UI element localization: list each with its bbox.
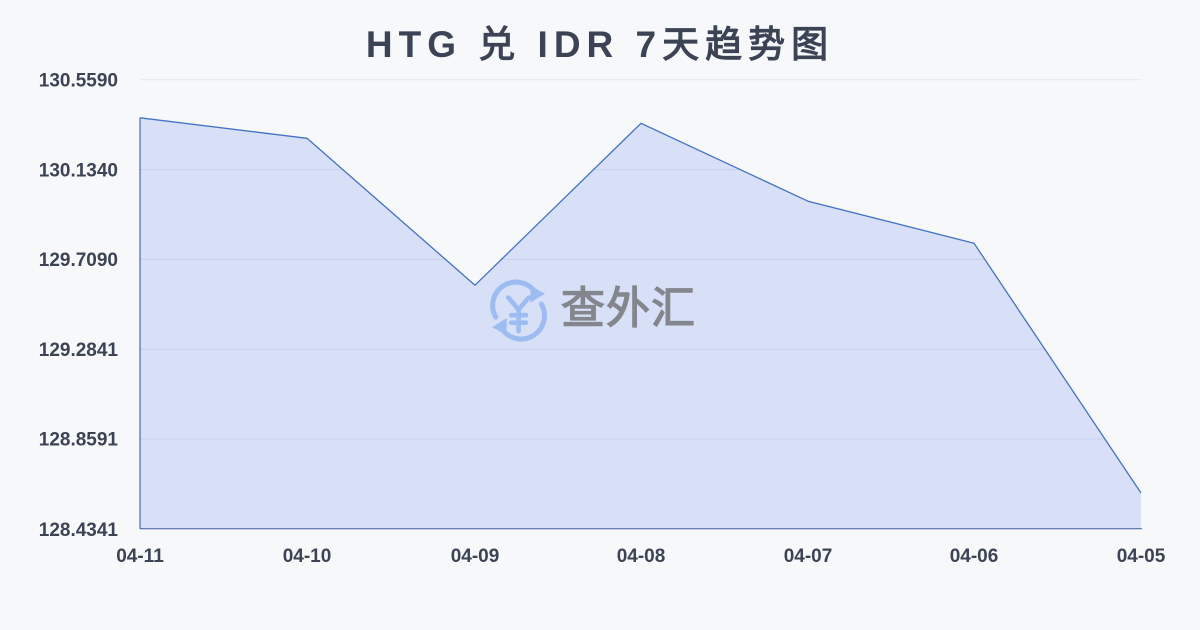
svg-text:查外汇: 查外汇 bbox=[561, 284, 696, 333]
